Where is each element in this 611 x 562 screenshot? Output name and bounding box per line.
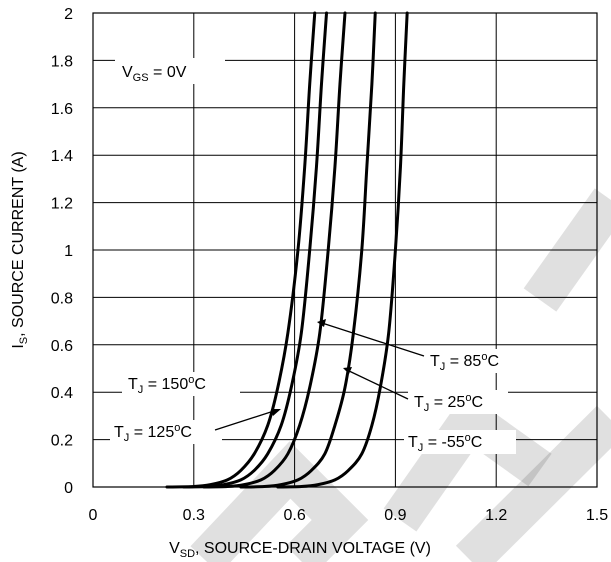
y-tick-label: 2 (64, 6, 73, 23)
label-tj-125: TJ = 125oC (114, 422, 192, 444)
arrow-line-25 (346, 369, 409, 400)
watermark (190, 188, 611, 562)
condition-label: VGS = 0V (115, 58, 225, 84)
arrow-head-25 (343, 367, 352, 374)
label-tj-m55: TJ = -55oC (408, 432, 482, 454)
y-tick-label: 0.8 (51, 290, 73, 307)
label-bg-25 (408, 390, 508, 414)
y-tick-label: 0.6 (51, 338, 73, 355)
condition-main: V (122, 64, 133, 81)
x-tick-label: 0.9 (384, 507, 406, 524)
x-tick-label: 0.3 (183, 507, 205, 524)
label-tj-25: TJ = 25oC (414, 392, 483, 414)
label-bg-150 (122, 372, 240, 396)
x-axis-title: VSD, SOURCE-DRAIN VOLTAGE (V) (169, 540, 431, 560)
y-tick-label: 0 (64, 480, 73, 497)
arrow-head-125 (271, 409, 281, 416)
arrow-line-125 (214, 409, 278, 431)
curve-tj-85 (202, 11, 347, 489)
arrow-head-85 (317, 319, 326, 327)
x-tick-label: 0 (89, 507, 98, 524)
condition-sub: GS (133, 72, 149, 84)
plot-frame (92, 12, 598, 488)
y-tick-label: 1.8 (51, 53, 73, 70)
label-tj-150: TJ = 150oC (128, 374, 206, 396)
arrow-line-85 (321, 322, 425, 357)
curve-tj-25 (239, 11, 377, 489)
y-axis-title: IS, SOURCE CURRENT (A) (10, 151, 30, 348)
x-tick-label: 1.2 (485, 507, 507, 524)
label-bg-85 (424, 349, 530, 373)
grid (92, 12, 598, 488)
curves (165, 11, 409, 489)
y-tick-labels: 0 0.2 0.4 0.6 0.8 1 1.2 1.4 1.6 1.8 2 (51, 6, 73, 497)
series-annotations: TJ = 150oC TJ = 125oC TJ = 85oC TJ = 25o… (110, 319, 530, 454)
label-tj-85: TJ = 85oC (430, 351, 499, 373)
y-tick-label: 0.4 (51, 385, 73, 402)
y-tick-label: 1.4 (51, 148, 73, 165)
label-bg-125 (110, 420, 222, 444)
x-tick-label: 0.6 (283, 507, 305, 524)
y-tick-label: 1.6 (51, 101, 73, 118)
curve-tj-150 (165, 11, 317, 489)
x-tick-labels: 0 0.3 0.6 0.9 1.2 1.5 (89, 507, 609, 524)
x-tick-label: 1.5 (586, 507, 608, 524)
y-tick-label: 1 (64, 243, 73, 260)
curve-tj-125 (182, 11, 329, 489)
condition-value: = 0V (149, 64, 187, 81)
y-tick-label: 0.2 (51, 433, 73, 450)
condition-text: VGS = 0V (122, 64, 187, 84)
curve-tj-m55 (276, 11, 409, 489)
y-tick-label: 1.2 (51, 196, 73, 213)
condition-label-bg (115, 58, 225, 84)
label-bg-m55 (404, 430, 516, 454)
